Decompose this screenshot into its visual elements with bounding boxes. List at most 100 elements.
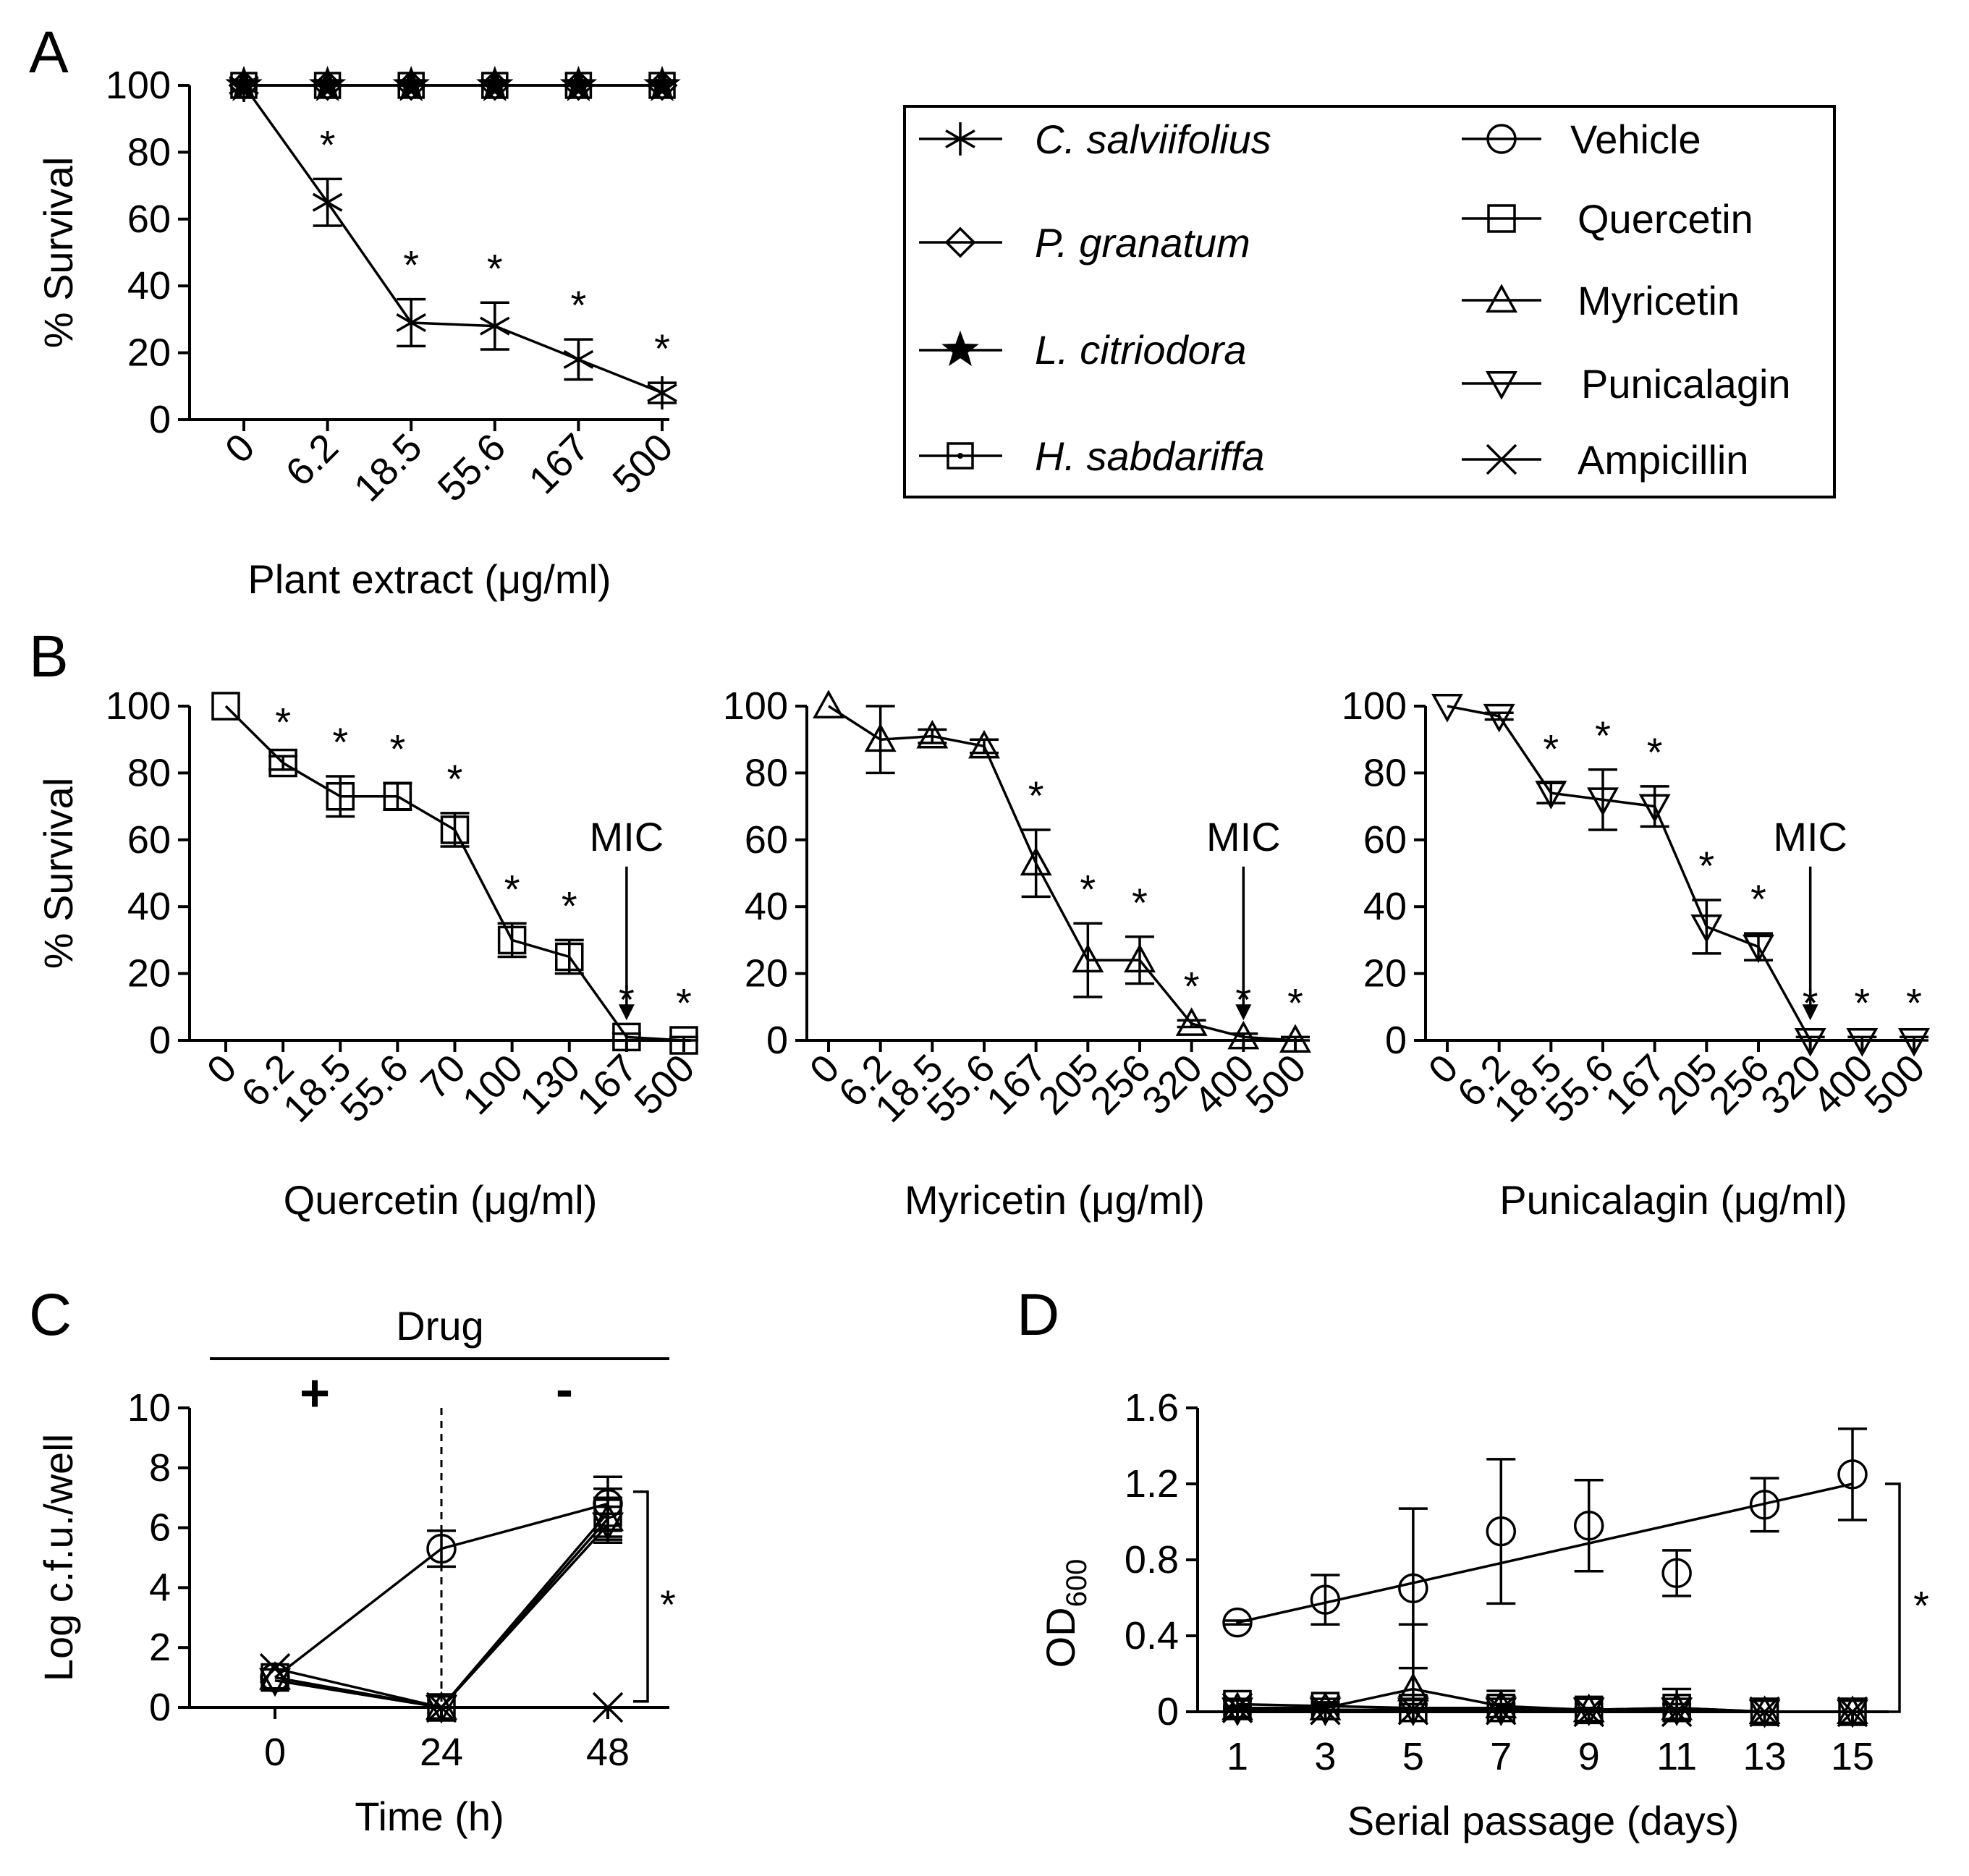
data-point xyxy=(230,72,258,99)
marker-inverted-triangle xyxy=(1535,781,1567,810)
significance-star: * xyxy=(1132,880,1148,925)
marker-square xyxy=(481,72,509,99)
significance-star: * xyxy=(1080,866,1096,912)
legend-swatch-marker xyxy=(945,122,975,156)
marker-circle xyxy=(1661,1558,1692,1589)
data-point xyxy=(211,692,240,721)
x-tick-label: 48 xyxy=(586,1731,630,1774)
panel-label-a: A xyxy=(29,20,69,85)
mic-arrow-head xyxy=(1802,1004,1818,1021)
drug-plus-sign: + xyxy=(300,1364,330,1422)
y-tick-label: 60 xyxy=(127,198,171,241)
data-point xyxy=(1837,1695,1868,1724)
marker-asterisk-arm xyxy=(945,129,975,149)
legend: C. salviifolius P. granatum L. citriodor… xyxy=(903,105,1836,498)
drug-label: Drug xyxy=(396,1303,483,1349)
significance-star: * xyxy=(389,726,405,771)
legend-swatch-marker xyxy=(1486,284,1517,313)
legend-swatch-marker xyxy=(1486,124,1517,154)
marker-triangle xyxy=(864,723,897,752)
data-point xyxy=(1279,1024,1311,1053)
significance-star: * xyxy=(320,122,336,167)
significance-star: * xyxy=(676,980,692,1025)
data-point xyxy=(1573,1511,1604,1541)
legend-box xyxy=(903,105,1836,498)
data-point xyxy=(1483,703,1515,733)
legend-swatch-marker xyxy=(1487,204,1516,233)
data-point xyxy=(968,729,1000,759)
panel-d-ylabel-sub: 600 xyxy=(1061,1559,1093,1608)
marker-square xyxy=(669,1026,698,1055)
x-axis-label: Punicalagin (μg/ml) xyxy=(1499,1177,1847,1223)
data-point xyxy=(480,309,510,343)
x-tick-label: 0 xyxy=(264,1731,286,1774)
series-l-citriodora xyxy=(225,65,681,101)
marker-square xyxy=(1223,1689,1252,1719)
marker-inverted-triangle xyxy=(1638,794,1671,823)
marker-triangle xyxy=(1309,1692,1342,1720)
x-axis-label: Myricetin (μg/ml) xyxy=(905,1177,1205,1223)
significance-star: * xyxy=(1595,713,1611,758)
significance-star: * xyxy=(275,699,291,744)
marker-dot xyxy=(241,82,247,88)
marker-inverted-triangle xyxy=(1483,703,1515,733)
legend-label-l-citriodora: L. citriodora xyxy=(1035,327,1247,373)
data-point xyxy=(1837,1696,1868,1728)
data-point xyxy=(1124,943,1156,973)
y-tick-label: 100 xyxy=(723,684,788,728)
mic-label: MIC xyxy=(1773,814,1847,860)
drug-minus-sign: - xyxy=(556,1361,573,1419)
data-point xyxy=(1535,781,1567,810)
y-tick-label: 0 xyxy=(149,1686,171,1729)
marker-inverted-triangle xyxy=(1431,694,1463,723)
significance-star: * xyxy=(1028,773,1044,818)
y-tick-label: 0 xyxy=(766,1019,788,1062)
legend-swatch-marker xyxy=(944,226,976,258)
significance-star: * xyxy=(403,242,419,288)
y-tick-label: 100 xyxy=(106,684,171,728)
y-tick-label: 40 xyxy=(745,885,788,928)
marker-circle xyxy=(426,1533,457,1564)
marker-square xyxy=(313,72,342,99)
legend-label-p-granatum: P. granatum xyxy=(1035,220,1250,266)
marker-inverted-triangle xyxy=(1486,371,1517,400)
y-tick-label: 80 xyxy=(1363,751,1407,794)
y-tick-label: 80 xyxy=(745,751,788,794)
marker-inverted-triangle xyxy=(1794,1028,1826,1057)
significance-bracket xyxy=(633,1490,649,1703)
data-point xyxy=(1397,1694,1429,1726)
y-tick-label: 40 xyxy=(127,264,171,307)
marker-cross-b xyxy=(1573,1696,1604,1728)
data-point xyxy=(312,185,343,219)
significance-bracket xyxy=(1885,1482,1901,1713)
y-tick-label: 0 xyxy=(149,398,171,441)
marker-cross-b xyxy=(425,1692,457,1723)
data-point xyxy=(426,1533,457,1564)
significance-star: * xyxy=(654,326,670,371)
y-tick-label: 100 xyxy=(106,64,171,107)
x-tick-label: 5 xyxy=(1402,1735,1424,1778)
panel-label-c: C xyxy=(29,1282,72,1348)
marker-dot xyxy=(957,453,963,459)
y-tick-label: 20 xyxy=(745,952,788,996)
marker-circle xyxy=(1837,1459,1868,1490)
x-tick-label: 500 xyxy=(1237,1046,1314,1123)
data-point xyxy=(612,1022,641,1052)
data-point xyxy=(648,72,676,99)
marker-cross-b xyxy=(1486,1694,1517,1726)
x-tick-label: 9 xyxy=(1578,1735,1600,1778)
x-tick-label: 7 xyxy=(1490,1735,1512,1778)
significance-star: * xyxy=(1906,980,1922,1025)
data-point xyxy=(1397,1697,1429,1726)
data-point xyxy=(592,1692,624,1723)
data-point xyxy=(1837,1459,1868,1490)
significance-star: * xyxy=(562,883,577,928)
data-point xyxy=(555,942,584,972)
mic-label: MIC xyxy=(1206,814,1281,860)
marker-triangle xyxy=(1175,1007,1208,1036)
panel-d-ylabel-base: OD xyxy=(1038,1607,1083,1668)
legend-swatch-marker xyxy=(1486,371,1517,400)
y-axis-label: % Survival xyxy=(35,778,81,969)
data-point xyxy=(268,748,297,778)
data-point xyxy=(592,1512,624,1542)
